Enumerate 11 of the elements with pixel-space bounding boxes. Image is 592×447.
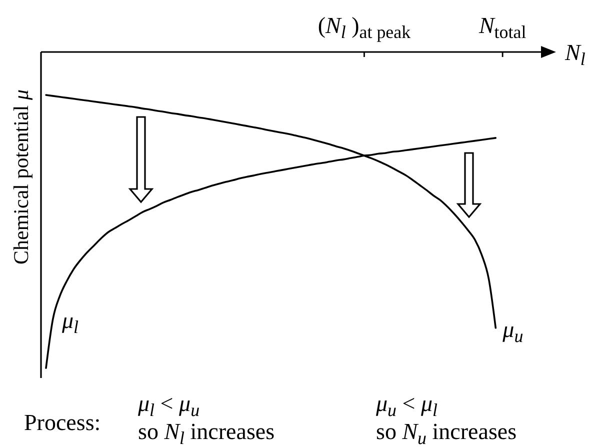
x-tick-label: (N$_{l}$ )$_{at peak}$ bbox=[318, 13, 411, 42]
x-axis-title: N$_{l}$ bbox=[564, 40, 586, 69]
text: μ$_{l}$ < μ$_{u}$ bbox=[137, 391, 200, 420]
x-tick-label: N$_{total}$ bbox=[478, 13, 526, 42]
text: μ$_{u}$ < μ$_{l}$ bbox=[375, 391, 438, 420]
text: so N$_{u}$ increases bbox=[376, 419, 517, 447]
series-label: μ$_{l}$ bbox=[61, 308, 79, 337]
text: Process: bbox=[24, 410, 101, 435]
series-label: μ$_{u}$ bbox=[502, 316, 524, 346]
y-axis-title: Chemical potential μ bbox=[9, 90, 33, 264]
text: so N$_{l}$ increases bbox=[138, 419, 275, 447]
